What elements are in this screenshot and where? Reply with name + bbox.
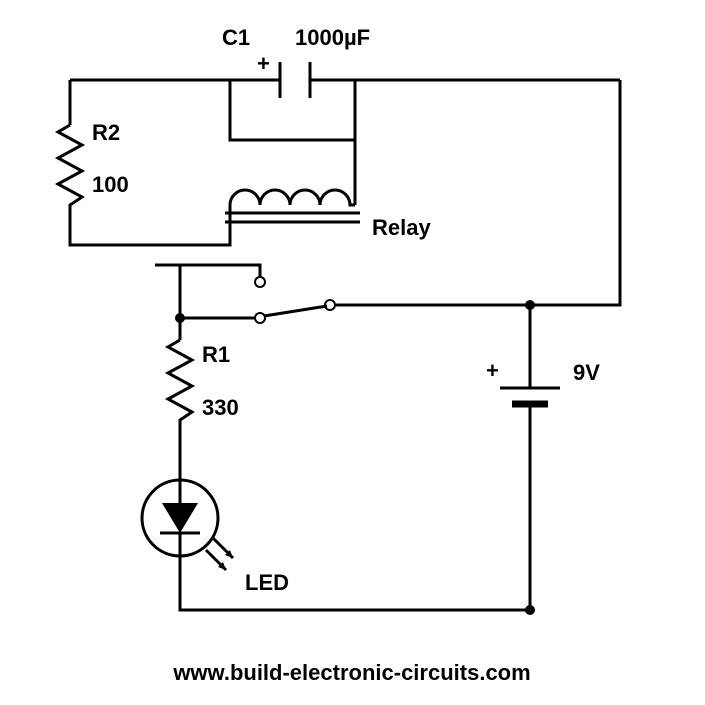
wire: [70, 205, 230, 245]
relay-label: Relay: [372, 215, 431, 240]
junction-dot: [525, 605, 535, 615]
battery-polarity: +: [486, 358, 499, 383]
resistor-r2: [58, 125, 82, 210]
schematic-svg: + C1 1000µF R2 100 Relay R1 330 L: [0, 0, 705, 705]
relay-coil: [230, 190, 355, 205]
capacitor-polarity: +: [257, 51, 270, 76]
resistor-r1: [168, 340, 192, 425]
switch-nc-terminal: [255, 277, 265, 287]
battery-label: 9V: [573, 360, 600, 385]
c1-value: 1000µF: [295, 25, 370, 50]
wire: [530, 80, 620, 375]
c1-label: C1: [222, 25, 250, 50]
wire: [155, 265, 260, 277]
led-anode-triangle: [162, 503, 198, 533]
wire: [155, 265, 180, 318]
r2-value: 100: [92, 172, 129, 197]
junction-dot: [525, 300, 535, 310]
switch-no-terminal: [255, 313, 265, 323]
wire: [180, 318, 255, 340]
r1-label: R1: [202, 342, 230, 367]
wire: [230, 80, 355, 205]
switch-arm: [264, 306, 327, 316]
wire: [180, 556, 530, 610]
r1-value: 330: [202, 395, 239, 420]
credit-text: www.build-electronic-circuits.com: [172, 660, 530, 685]
r2-label: R2: [92, 120, 120, 145]
led-label: LED: [245, 570, 289, 595]
circuit-diagram: + C1 1000µF R2 100 Relay R1 330 L: [0, 0, 705, 705]
